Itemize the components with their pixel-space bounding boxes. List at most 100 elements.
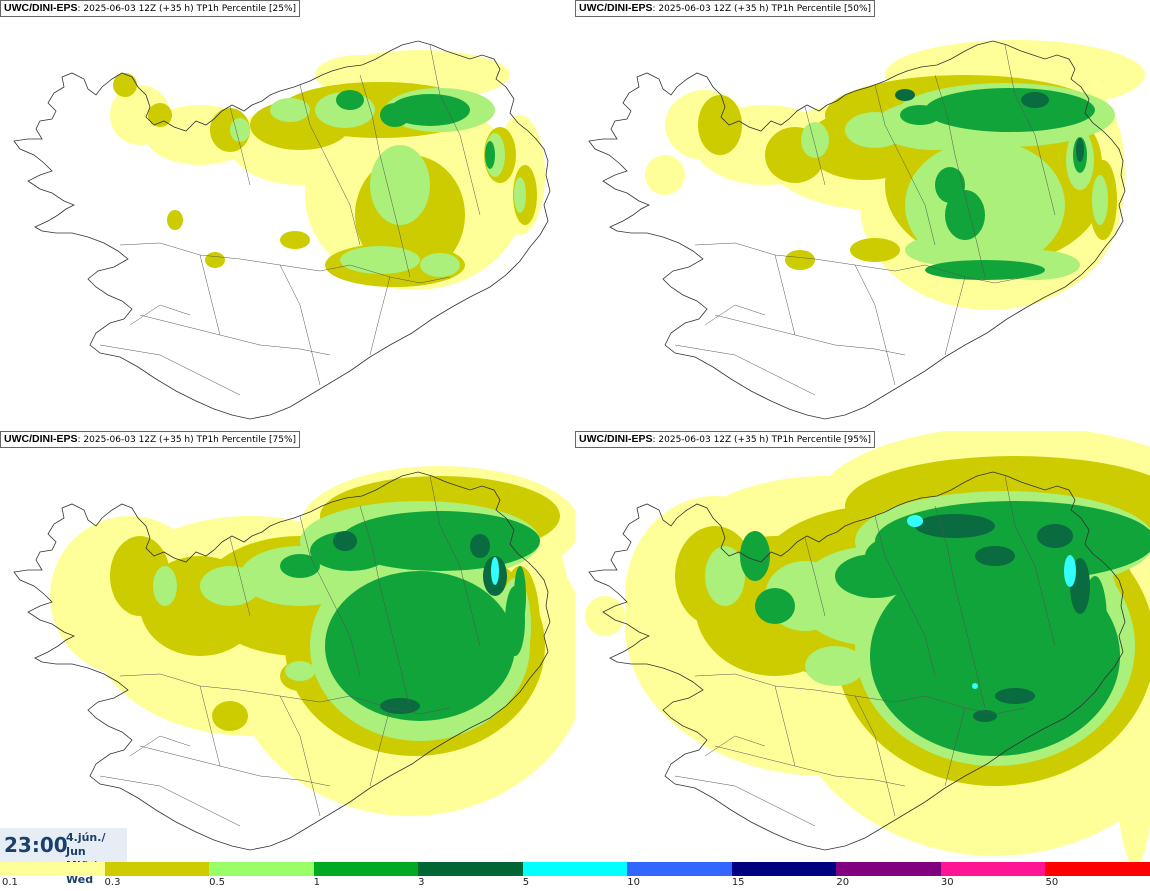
boundary-line bbox=[1004, 475, 1056, 647]
precip-area bbox=[835, 554, 915, 598]
precip-area bbox=[491, 557, 499, 585]
boundary-line bbox=[694, 673, 1026, 715]
boundary-line bbox=[359, 505, 411, 709]
precip-area bbox=[340, 246, 420, 274]
precip-area bbox=[280, 554, 320, 578]
precip-area bbox=[1021, 92, 1049, 108]
precip-area bbox=[845, 112, 905, 148]
precip-area bbox=[925, 260, 1045, 280]
colorbar-tick-label: 50 bbox=[1045, 877, 1059, 888]
precip-area bbox=[420, 253, 460, 277]
boundary-line bbox=[1004, 44, 1056, 216]
colorbar-segment bbox=[313, 862, 419, 876]
precip-area bbox=[167, 210, 183, 230]
colorbar-segment bbox=[418, 862, 524, 876]
precip-map bbox=[585, 431, 1150, 862]
precip-area bbox=[805, 646, 865, 686]
boundary-line bbox=[704, 735, 766, 757]
precip-area bbox=[740, 531, 770, 581]
map-layer bbox=[585, 431, 1150, 862]
precip-area bbox=[905, 234, 1005, 266]
boundary-line bbox=[934, 74, 986, 278]
precip-area bbox=[850, 238, 900, 262]
boundary-line bbox=[429, 475, 481, 647]
boundary-line bbox=[99, 775, 241, 827]
boundary-line bbox=[874, 84, 936, 246]
precip-area bbox=[785, 250, 815, 270]
precip-map bbox=[13, 40, 551, 420]
precip-area bbox=[310, 531, 390, 571]
colorbar-tick-label: 5 bbox=[522, 877, 530, 888]
map-panel-p75: UWC/DINI-EPS: 2025-06-03 12Z (+35 h) TP1… bbox=[0, 431, 575, 862]
precip-area bbox=[995, 688, 1035, 704]
map-layer bbox=[13, 466, 575, 851]
boundary-line bbox=[279, 695, 321, 817]
map-layer bbox=[13, 40, 551, 420]
boundary-line bbox=[199, 254, 221, 336]
precip-area bbox=[945, 190, 985, 240]
precip-area bbox=[280, 231, 310, 249]
boundary-line bbox=[714, 745, 906, 787]
boundary-line bbox=[139, 314, 331, 356]
map-layer bbox=[588, 40, 1145, 420]
boundary-line bbox=[704, 304, 766, 326]
boundary-line bbox=[119, 242, 451, 284]
precip-area bbox=[801, 122, 829, 158]
precip-area bbox=[390, 94, 470, 126]
panel-title: UWC/DINI-EPS: 2025-06-03 12Z (+35 h) TP1… bbox=[0, 431, 301, 448]
boundary-line bbox=[369, 707, 391, 787]
boundary-line bbox=[714, 314, 906, 356]
boundary-line bbox=[854, 695, 896, 817]
precip-area bbox=[585, 596, 625, 636]
colorbar-tick-label: 1 bbox=[313, 877, 320, 888]
precip-map bbox=[13, 466, 575, 851]
boundary-line bbox=[199, 685, 221, 767]
precip-area bbox=[110, 85, 170, 145]
boundary-line bbox=[429, 44, 481, 216]
map-panel-p25: UWC/DINI-EPS: 2025-06-03 12Z (+35 h) TP1… bbox=[0, 0, 575, 431]
map-panel-p95: UWC/DINI-EPS: 2025-06-03 12Z (+35 h) TP1… bbox=[575, 431, 1150, 862]
precip-area bbox=[336, 90, 364, 110]
boundary-line bbox=[139, 745, 331, 787]
precip-area bbox=[935, 167, 965, 203]
boundary-line bbox=[229, 537, 251, 617]
colorbar-segment bbox=[104, 862, 210, 876]
precip-area bbox=[705, 546, 745, 606]
boundary-line bbox=[99, 344, 241, 396]
precip-area bbox=[907, 515, 923, 527]
colorbar-segment bbox=[1045, 862, 1150, 876]
panel-title: UWC/DINI-EPS: 2025-06-03 12Z (+35 h) TP1… bbox=[0, 0, 301, 17]
precip-area bbox=[698, 95, 742, 155]
precip-area bbox=[925, 88, 1095, 132]
coastline bbox=[588, 471, 1126, 851]
boundary-line bbox=[694, 242, 1026, 284]
precip-area bbox=[212, 701, 248, 731]
precip-area bbox=[755, 588, 795, 624]
boundary-line bbox=[674, 344, 816, 396]
panel-title: UWC/DINI-EPS: 2025-06-03 12Z (+35 h) TP1… bbox=[575, 0, 876, 17]
precip-area bbox=[380, 103, 410, 127]
precip-area bbox=[113, 73, 137, 97]
precip-area bbox=[148, 103, 172, 127]
boundary-line bbox=[129, 735, 191, 757]
boundary-line bbox=[359, 74, 411, 278]
precip-area bbox=[205, 252, 225, 268]
panel-title: UWC/DINI-EPS: 2025-06-03 12Z (+35 h) TP1… bbox=[575, 431, 876, 448]
precip-area bbox=[895, 89, 915, 101]
boundary-line bbox=[299, 84, 361, 246]
valid-time-box: 23:00 4.jún./ Jun Mið./ Wed bbox=[0, 828, 127, 886]
boundary-line bbox=[874, 515, 936, 677]
precip-area bbox=[514, 177, 526, 213]
precip-area bbox=[514, 566, 526, 626]
precip-area bbox=[1064, 555, 1076, 587]
coastline bbox=[13, 471, 551, 851]
colorbar-segment bbox=[209, 862, 315, 876]
colorbar-segment bbox=[627, 862, 733, 876]
precip-area bbox=[915, 514, 995, 538]
colorbar-segment bbox=[940, 862, 1046, 876]
precip-area bbox=[325, 571, 515, 721]
precip-area bbox=[380, 698, 420, 714]
precip-area bbox=[333, 531, 357, 551]
boundary-line bbox=[674, 775, 816, 827]
coastline bbox=[588, 40, 1126, 420]
